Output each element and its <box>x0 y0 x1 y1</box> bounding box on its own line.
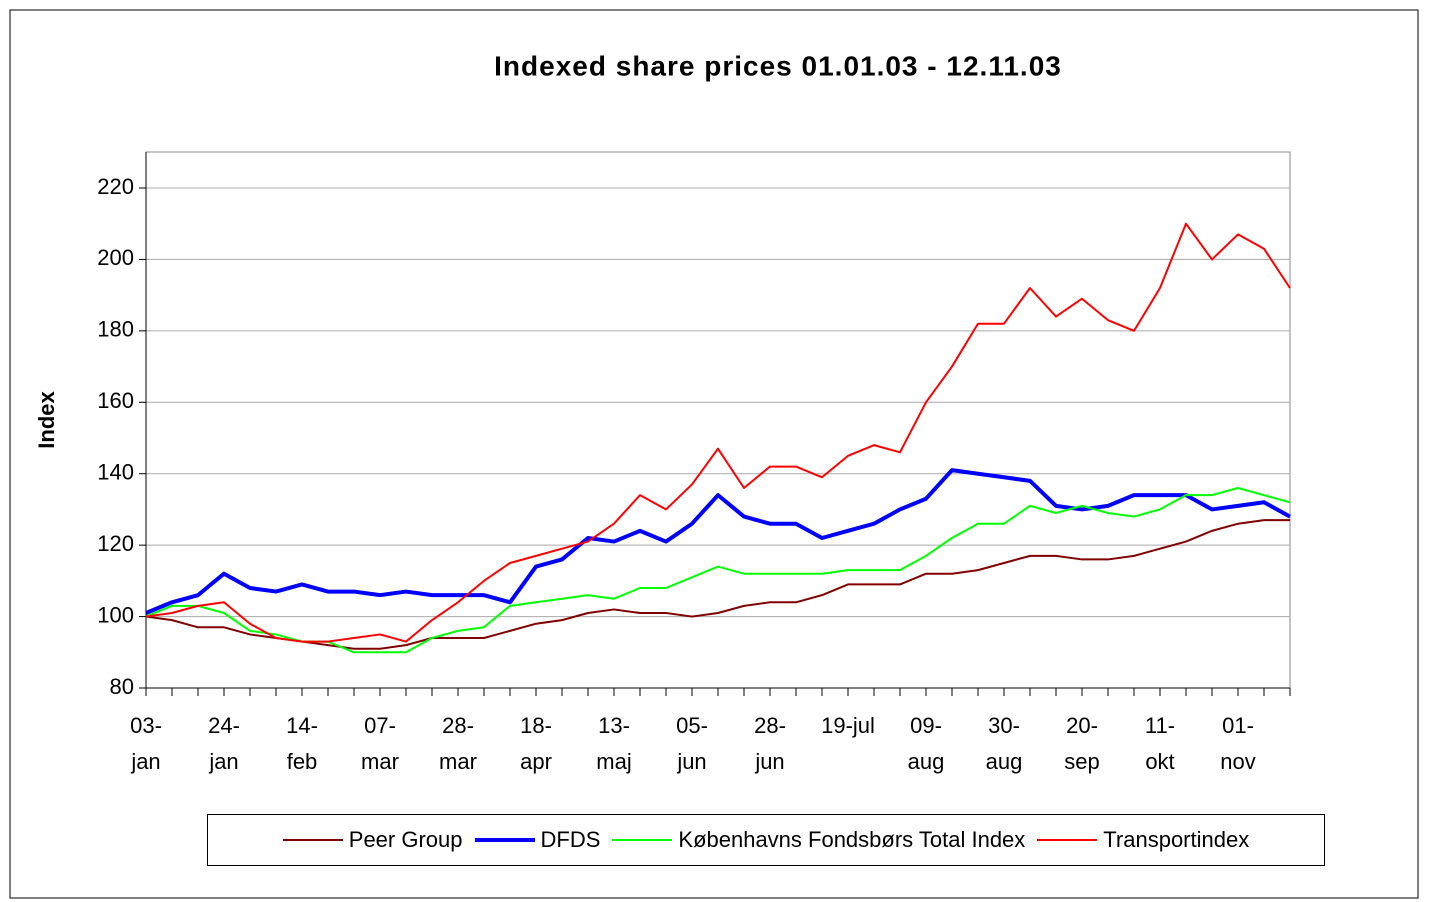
x-tick-label: 24- jan <box>208 713 240 774</box>
legend-label: Transportindex <box>1103 827 1250 852</box>
x-tick-label: 28- jun <box>754 713 786 774</box>
x-tick-label: 07- mar <box>361 713 399 774</box>
x-tick-label: 18- apr <box>520 713 552 774</box>
y-tick-label: 80 <box>110 674 134 699</box>
y-tick-label: 100 <box>97 602 134 627</box>
y-tick-label: 180 <box>97 317 134 342</box>
legend-swatch <box>282 839 343 841</box>
y-tick-label: 120 <box>97 531 134 556</box>
series-line <box>145 519 1290 650</box>
plot-area <box>145 151 1291 689</box>
legend-item: DFDS <box>474 827 601 853</box>
x-tick-label: 09- aug <box>907 713 945 774</box>
frame <box>9 9 1419 899</box>
series-line <box>145 487 1291 654</box>
legend-label: Peer Group <box>348 827 463 852</box>
legend-swatch <box>474 838 535 842</box>
legend-label: DFDS <box>540 827 601 852</box>
legend-item: Peer Group <box>282 827 463 853</box>
x-tick-label: 11- okt <box>1144 713 1176 774</box>
y-tick-label: 220 <box>97 174 134 199</box>
y-tick-label: 140 <box>97 460 134 485</box>
legend-swatch <box>1037 839 1098 841</box>
x-tick-label: 03- jan <box>130 713 162 774</box>
legend-swatch <box>612 839 673 841</box>
y-tick-label: 200 <box>97 245 134 270</box>
y-axis-title: Index <box>34 391 59 449</box>
legend: Peer Group DFDS Københavns Fondsbørs Total… <box>207 814 1325 866</box>
x-tick-label: 13- maj <box>596 713 632 774</box>
legend-label: Københavns Fondsbørs Total Index <box>678 827 1026 852</box>
series-line <box>145 222 1291 643</box>
x-tick-label: 01- nov <box>1220 713 1256 774</box>
y-tick-label: 160 <box>97 388 134 413</box>
series-line <box>145 468 1291 615</box>
x-tick-label: 20- sep <box>1064 713 1100 774</box>
legend-item: Transportindex <box>1037 827 1249 853</box>
x-tick-label: 05- jun <box>676 713 708 774</box>
x-tick-label: 28- mar <box>439 713 477 774</box>
x-tick-label: 19-jul <box>821 713 875 738</box>
chart-title: Indexed share prices 01.01.03 - 12.11.03 <box>494 50 1062 81</box>
legend-item: Københavns Fondsbørs Total Index <box>612 827 1025 853</box>
x-tick-label: 14- feb <box>286 713 318 774</box>
x-tick-label: 30- aug <box>985 713 1023 774</box>
